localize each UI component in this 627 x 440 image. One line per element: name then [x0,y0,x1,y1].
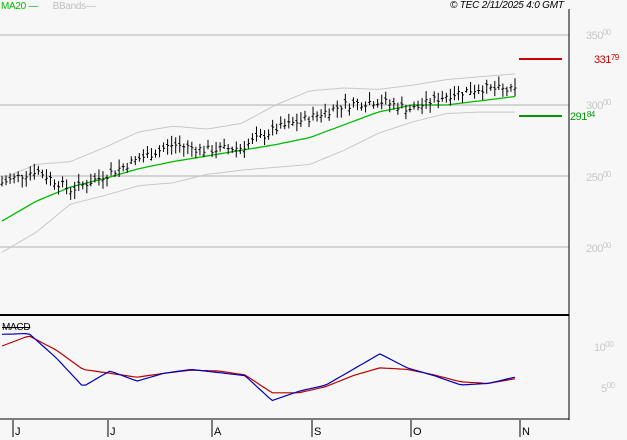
x-axis-label-0: J [15,426,21,438]
macd-line [1,332,516,402]
x-axis-label-2: A [214,426,222,438]
ma20-line [1,95,516,222]
price-axis-label-350: 35000 [586,28,611,42]
macd-panel-label: MACD [2,322,31,333]
macd-signal-line [1,335,516,394]
macd-axis-label-5: 500 [601,381,615,395]
x-axis-label-1: J [110,426,116,438]
support-level-label: 29184 [570,110,595,123]
bbands-upper-line [1,73,516,180]
legend-ma20: MA20 — [1,1,39,12]
x-axis-ticks [12,420,521,437]
price-axis-label-250: 25000 [586,170,611,184]
legend-bbands: BBands— [52,1,96,12]
x-axis-label-3: S [314,426,322,438]
price-gridlines [0,34,569,248]
price-axis-label-300: 30000 [586,98,611,112]
indicator-legend: MA20 — BBands— [1,1,96,12]
price-axis-label-200: 20000 [586,241,611,255]
macd-axis-label-10: 1000 [594,340,614,354]
copyright-timestamp: © TEC 2/11/2025 4:0 GMT [450,0,564,11]
bbands-lower-line [1,111,515,253]
resistance-level-label: 33179 [594,53,619,66]
ohlc-bars [0,76,517,200]
x-axis-label-5: N [522,426,530,438]
x-axis-label-4: O [413,426,422,438]
